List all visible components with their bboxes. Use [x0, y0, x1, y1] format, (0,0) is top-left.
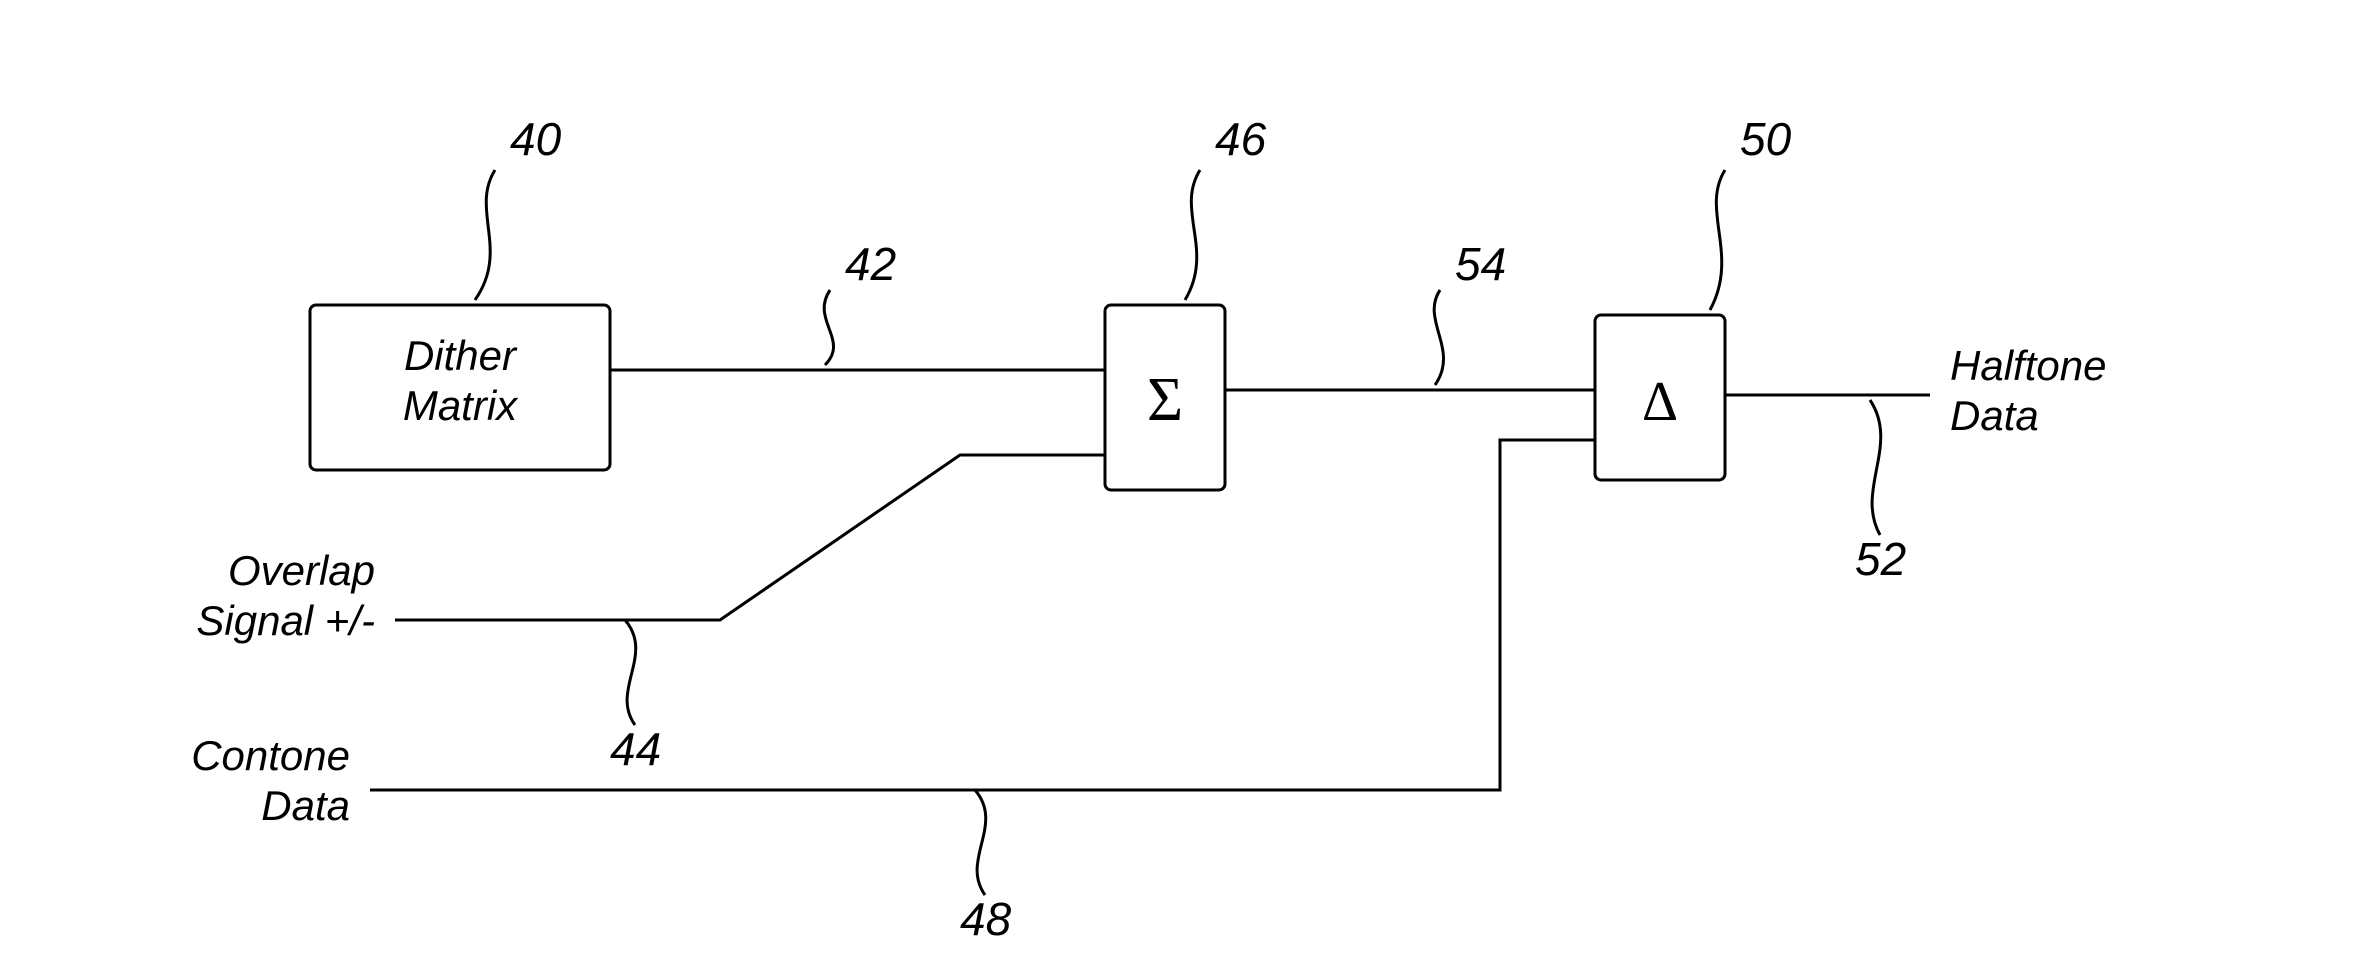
halftone-label-1: Halftone — [1950, 342, 2106, 389]
leader-52 — [1870, 400, 1881, 535]
leader-46 — [1185, 170, 1200, 300]
overlap-label-2: Signal +/- — [196, 597, 375, 644]
dither-matrix-label-2: Matrix — [403, 382, 519, 429]
leader-42 — [824, 290, 833, 365]
leader-48 — [975, 790, 986, 895]
ref-52: 52 — [1855, 533, 1906, 585]
leader-40 — [475, 170, 495, 300]
contone-label-2: Data — [261, 782, 350, 829]
ref-50: 50 — [1740, 113, 1792, 165]
ref-46: 46 — [1215, 113, 1267, 165]
leader-44 — [625, 620, 636, 725]
leader-50 — [1710, 170, 1725, 310]
ref-48: 48 — [960, 893, 1012, 945]
wire-contone-to-comparator — [370, 440, 1595, 790]
leader-54 — [1434, 290, 1443, 385]
comparator-symbol: Δ — [1642, 371, 1678, 433]
overlap-label-1: Overlap — [228, 547, 375, 594]
ref-42: 42 — [845, 238, 896, 290]
ref-44: 44 — [610, 723, 661, 775]
ref-40: 40 — [510, 113, 562, 165]
halftone-label-2: Data — [1950, 392, 2039, 439]
wire-overlap-to-summer — [395, 455, 1105, 620]
contone-label-1: Contone — [191, 732, 350, 779]
signal-flow-diagram: Dither Matrix Σ Δ Overlap Signal +/- Con… — [0, 0, 2358, 974]
ref-54: 54 — [1455, 238, 1506, 290]
summer-symbol: Σ — [1147, 366, 1183, 434]
dither-matrix-label-1: Dither — [404, 332, 518, 379]
